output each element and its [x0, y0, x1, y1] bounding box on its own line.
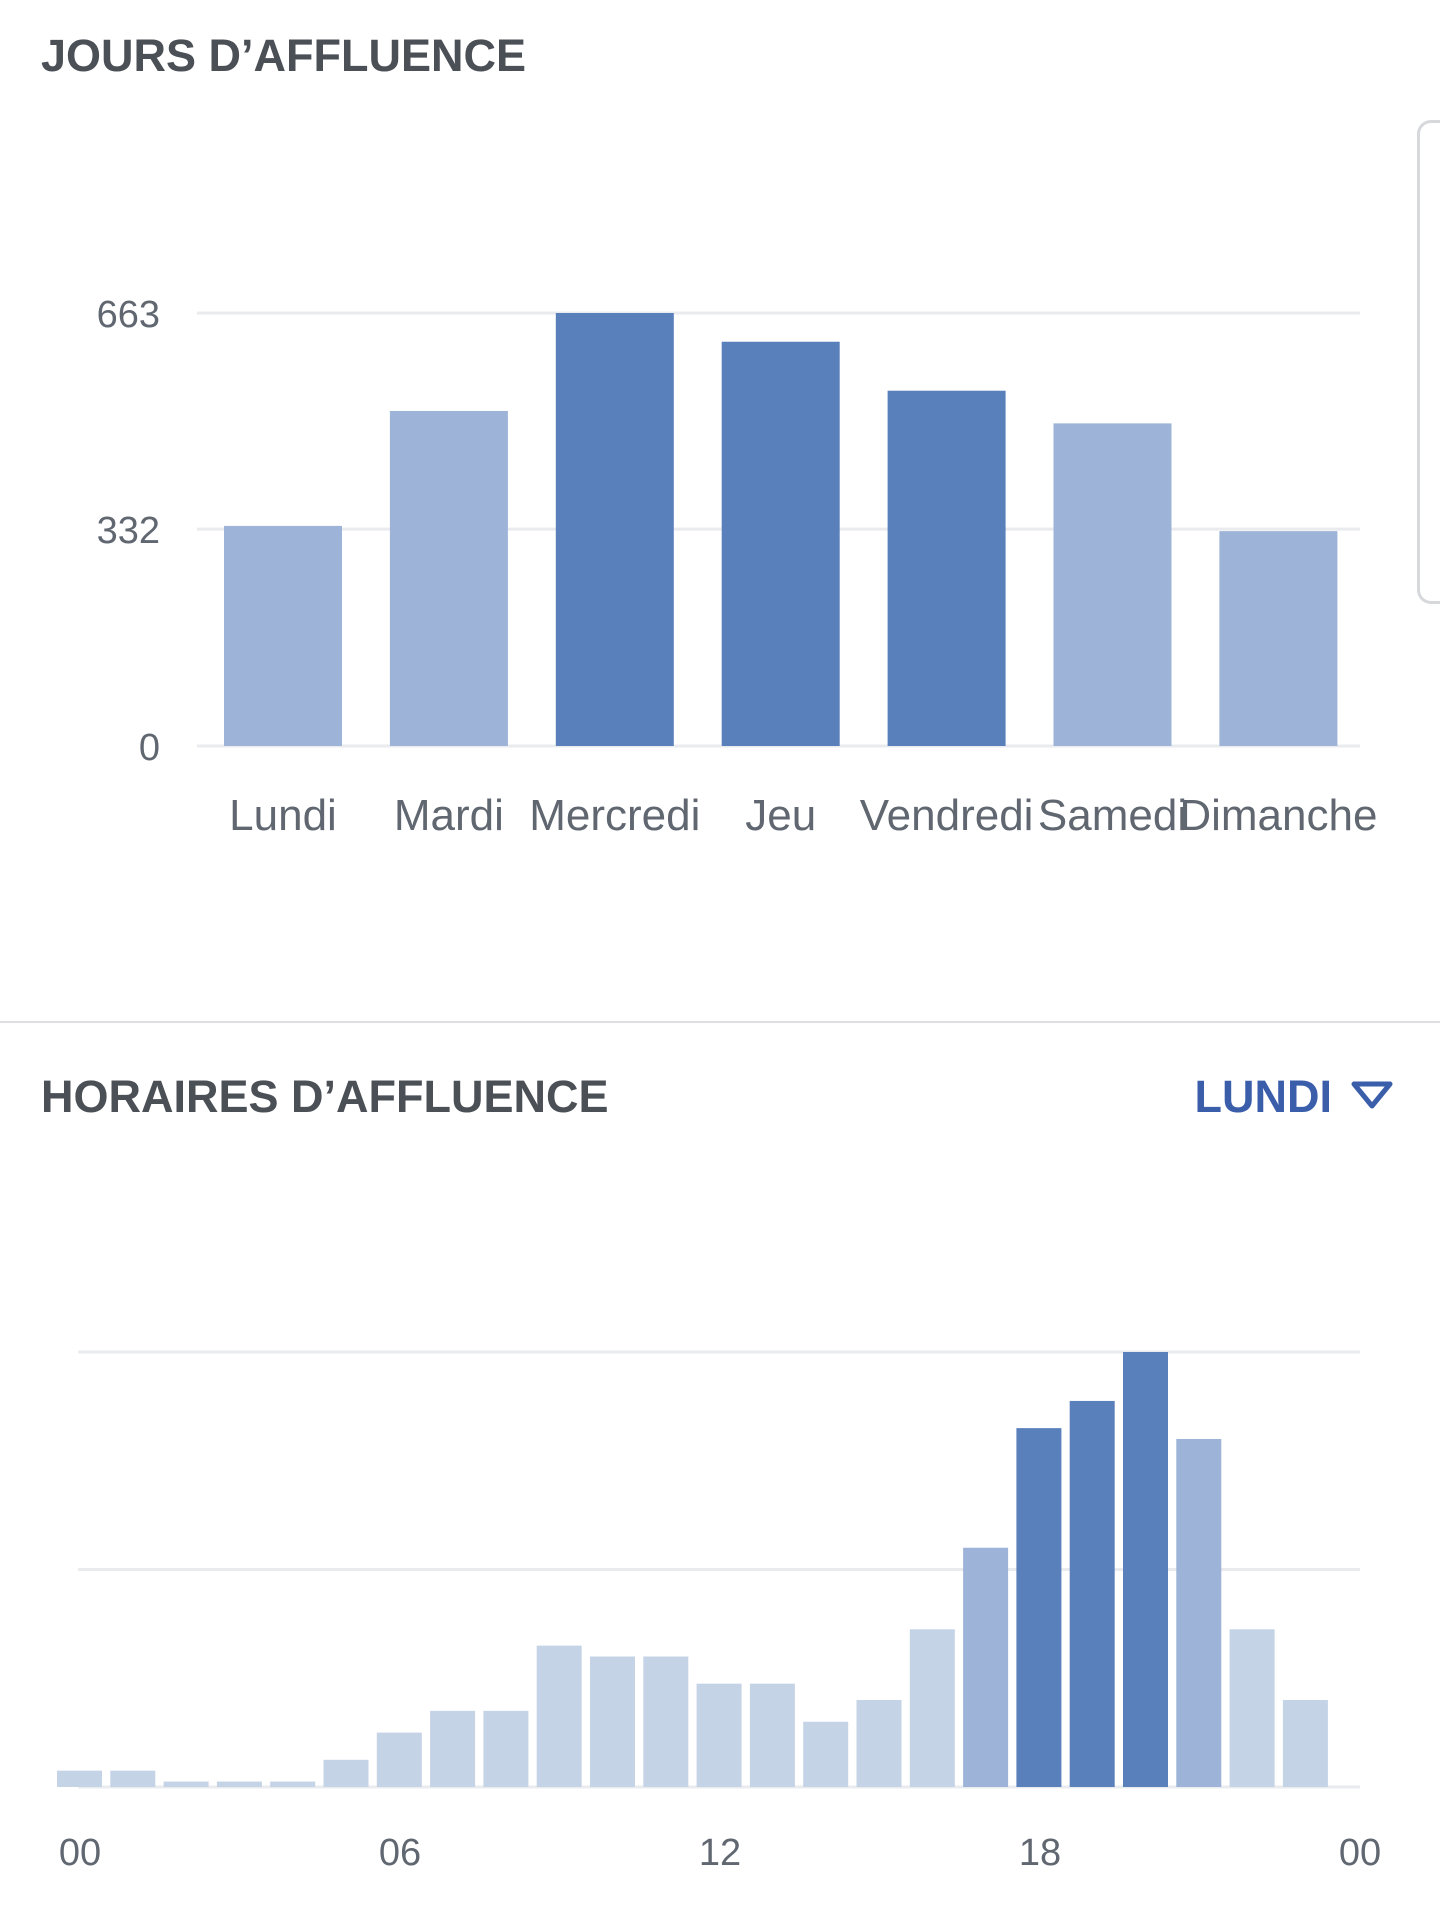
hours-bar-chart: 00 06 12 18 00	[57, 1350, 1381, 1874]
hour-tick-label: 00	[59, 1832, 101, 1874]
day-bar	[1053, 423, 1172, 746]
hour-tick-label: 00	[1339, 1832, 1381, 1874]
hour-bar	[1282, 1700, 1328, 1787]
hour-tick-label: 12	[699, 1832, 741, 1874]
days-bar-chart: 0 332 663 Lundi Mardi Mercredi Jeu Vendredi Same…	[97, 294, 1378, 840]
hour-bar	[1069, 1400, 1115, 1787]
day-label: Lundi	[229, 791, 337, 840]
y-tick-label: 332	[97, 510, 160, 552]
hour-bar	[696, 1683, 742, 1787]
hour-bar	[163, 1781, 209, 1787]
triangle-down-icon	[1350, 1080, 1394, 1115]
days-chart-title: JOURS D’AFFLUENCE	[41, 30, 527, 81]
day-label: Samedi	[1038, 791, 1187, 840]
day-bar	[887, 390, 1006, 746]
hour-bar	[590, 1656, 635, 1787]
day-bar	[1219, 531, 1338, 746]
hour-bar	[376, 1732, 422, 1787]
day-label: Mercredi	[529, 791, 700, 840]
hour-bar	[1229, 1629, 1275, 1787]
day-selector-dropdown[interactable]: LUNDI	[1195, 1071, 1394, 1123]
hour-bar	[430, 1710, 476, 1787]
y-tick-label: 663	[97, 294, 160, 336]
hour-bar	[270, 1781, 316, 1787]
day-label: Vendredi	[860, 791, 1034, 840]
day-bar	[555, 313, 674, 746]
side-scroll-tab[interactable]	[1417, 120, 1440, 604]
hour-bar	[216, 1781, 262, 1787]
day-bar	[721, 341, 840, 746]
hour-bar	[1123, 1352, 1168, 1787]
day-label: Jeu	[745, 791, 816, 840]
hour-bar	[909, 1629, 955, 1787]
hour-bar	[856, 1700, 902, 1787]
day-label: Mardi	[394, 791, 504, 840]
hours-chart-title: HORAIRES D’AFFLUENCE	[41, 1071, 609, 1122]
hour-bar	[963, 1547, 1009, 1787]
day-selector-label: LUNDI	[1194, 1071, 1332, 1122]
hour-tick-label: 06	[379, 1832, 421, 1874]
y-tick-label: 0	[139, 727, 160, 769]
hour-bar	[803, 1721, 849, 1787]
hour-bar	[483, 1710, 529, 1787]
hour-bar	[323, 1759, 369, 1787]
day-bar	[224, 525, 342, 746]
day-bar	[389, 410, 508, 746]
hour-bar	[1016, 1428, 1062, 1787]
section-divider	[0, 1021, 1440, 1023]
hour-bar	[1176, 1439, 1222, 1787]
hour-bar	[749, 1683, 795, 1787]
hour-bar	[643, 1656, 689, 1787]
day-label: Dimanche	[1179, 791, 1377, 840]
hour-bar	[57, 1770, 102, 1787]
hour-tick-label: 18	[1019, 1832, 1061, 1874]
hour-bar	[110, 1770, 156, 1787]
hour-bar	[536, 1645, 582, 1787]
